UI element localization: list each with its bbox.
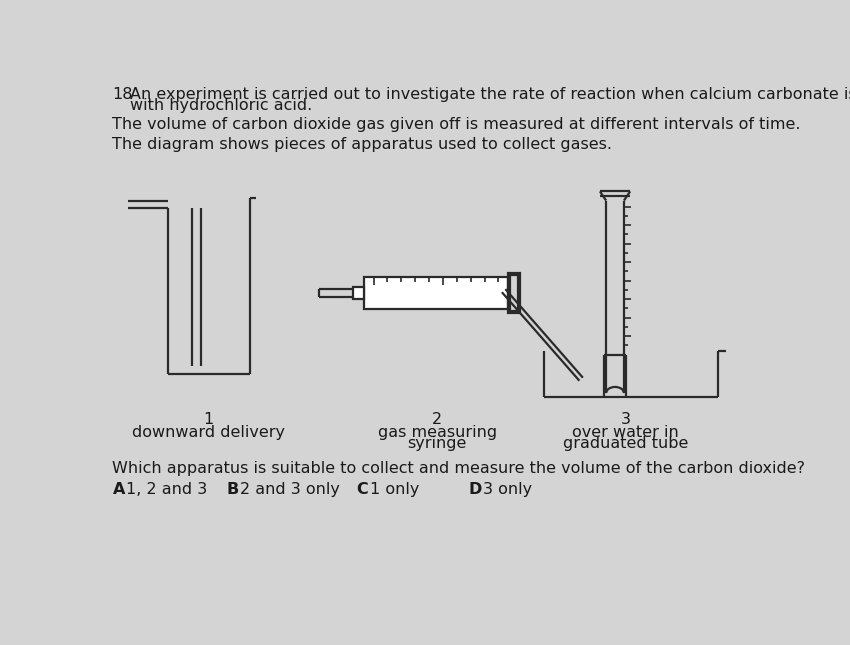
- Text: 1: 1: [203, 412, 213, 428]
- Text: graduated tube: graduated tube: [563, 436, 688, 452]
- Text: gas measuring: gas measuring: [377, 424, 496, 440]
- Text: 1 only: 1 only: [370, 482, 419, 497]
- Text: downward delivery: downward delivery: [132, 424, 285, 440]
- Text: 1, 2 and 3: 1, 2 and 3: [127, 482, 207, 497]
- Text: The volume of carbon dioxide gas given off is measured at different intervals of: The volume of carbon dioxide gas given o…: [112, 117, 801, 132]
- Text: 3 only: 3 only: [483, 482, 532, 497]
- Text: The diagram shows pieces of apparatus used to collect gases.: The diagram shows pieces of apparatus us…: [112, 137, 613, 152]
- Text: C: C: [356, 482, 367, 497]
- Bar: [365, 277, 507, 309]
- Text: syringe: syringe: [407, 436, 467, 452]
- Text: B: B: [226, 482, 239, 497]
- Bar: [354, 287, 365, 299]
- Text: Which apparatus is suitable to collect and measure the volume of the carbon diox: Which apparatus is suitable to collect a…: [112, 461, 806, 476]
- Bar: [510, 275, 518, 311]
- Text: 2: 2: [432, 412, 442, 428]
- Text: An experiment is carried out to investigate the rate of reaction when calcium ca: An experiment is carried out to investig…: [129, 86, 850, 102]
- Text: with hydrochloric acid.: with hydrochloric acid.: [129, 98, 312, 113]
- Text: D: D: [469, 482, 482, 497]
- Text: 18: 18: [112, 86, 133, 102]
- Bar: [507, 273, 520, 313]
- Text: 2 and 3 only: 2 and 3 only: [241, 482, 340, 497]
- Text: over water in: over water in: [572, 424, 679, 440]
- Text: 3: 3: [620, 412, 631, 428]
- Text: A: A: [112, 482, 125, 497]
